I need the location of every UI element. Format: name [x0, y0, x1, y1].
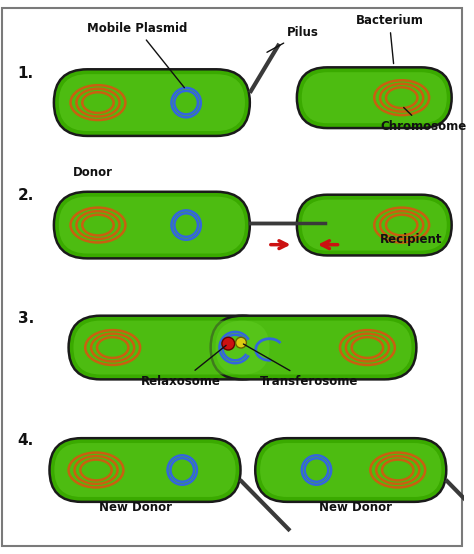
FancyBboxPatch shape [55, 443, 236, 497]
FancyBboxPatch shape [59, 74, 245, 131]
Text: Relaxosome: Relaxosome [141, 345, 226, 388]
Text: New Donor: New Donor [319, 501, 392, 514]
FancyBboxPatch shape [54, 69, 250, 136]
FancyBboxPatch shape [302, 199, 447, 250]
FancyBboxPatch shape [73, 321, 269, 375]
Text: 4.: 4. [18, 433, 34, 448]
Circle shape [236, 337, 246, 348]
Text: Pilus: Pilus [267, 26, 319, 52]
Text: New Donor: New Donor [99, 501, 172, 514]
Circle shape [222, 337, 235, 350]
FancyBboxPatch shape [59, 197, 245, 254]
FancyBboxPatch shape [297, 68, 452, 128]
Text: 3.: 3. [18, 311, 34, 326]
FancyBboxPatch shape [49, 438, 240, 502]
Text: Mobile Plasmid: Mobile Plasmid [87, 22, 187, 88]
Text: Bacterium: Bacterium [356, 14, 423, 64]
FancyBboxPatch shape [255, 438, 447, 502]
FancyBboxPatch shape [216, 321, 411, 375]
FancyBboxPatch shape [260, 443, 441, 497]
FancyBboxPatch shape [297, 194, 452, 255]
Text: 1.: 1. [18, 66, 34, 81]
Text: Chromosome: Chromosome [380, 107, 466, 133]
FancyBboxPatch shape [54, 192, 250, 258]
FancyBboxPatch shape [2, 8, 463, 546]
Text: Donor: Donor [73, 166, 113, 179]
Text: Recipient: Recipient [380, 233, 443, 246]
FancyBboxPatch shape [69, 316, 274, 379]
FancyBboxPatch shape [302, 72, 447, 123]
FancyBboxPatch shape [210, 316, 416, 379]
Text: Transferosome: Transferosome [244, 344, 358, 388]
Text: 2.: 2. [18, 188, 34, 203]
